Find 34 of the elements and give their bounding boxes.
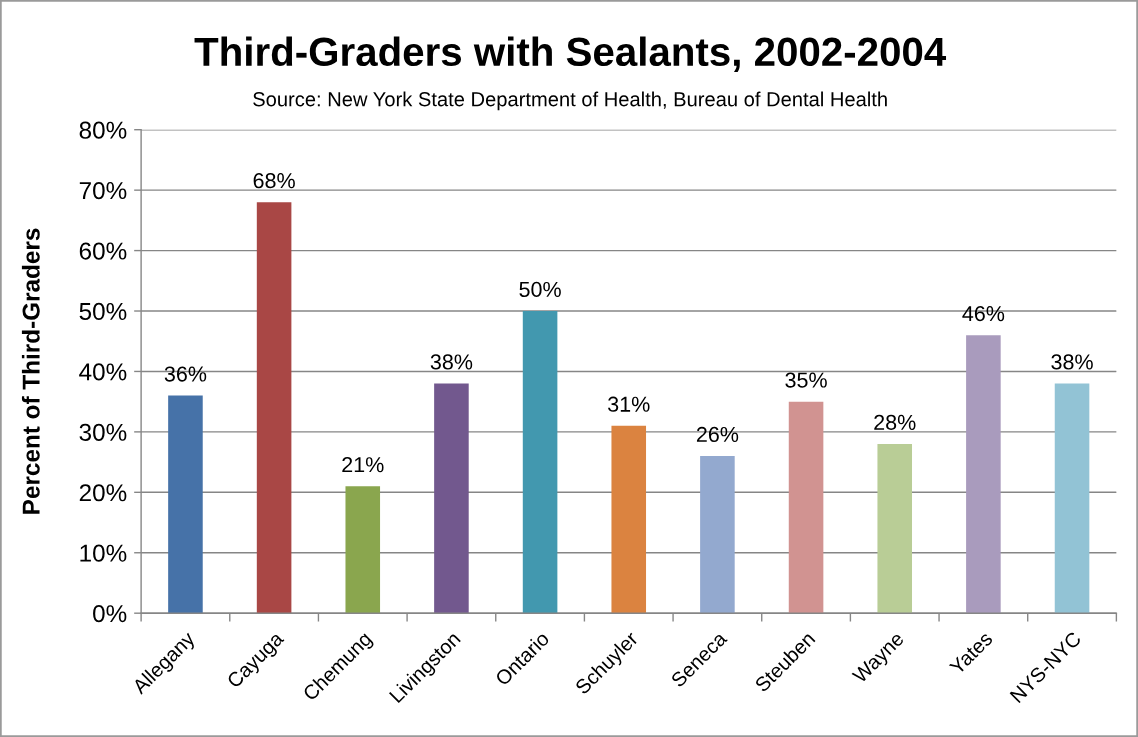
y-tick-label: 60% [79, 242, 127, 260]
y-tick-label: 80% [79, 121, 127, 139]
y-tick-label: 0% [93, 605, 127, 623]
data-label: 38% [1051, 354, 1093, 370]
data-label: 38% [430, 354, 473, 370]
y-tick-label: 40% [79, 363, 127, 381]
chart-subtitle: Source: New York State Department of Health, Bureau of Dental Health [253, 91, 887, 111]
data-label: 28% [874, 414, 916, 430]
bar [522, 311, 558, 614]
y-axis-title: Percent of Third-Graders [21, 228, 40, 514]
data-label: 31% [608, 396, 650, 412]
data-label: 46% [962, 305, 1005, 322]
y-tick-label: 20% [79, 484, 127, 502]
data-label: 36% [164, 366, 207, 382]
bar [168, 395, 203, 614]
bar [611, 425, 647, 614]
y-tick-label: 30% [79, 423, 127, 441]
bar [1054, 383, 1090, 614]
bar [877, 443, 913, 614]
data-label: 21% [342, 457, 384, 473]
bar [700, 456, 735, 614]
bar [434, 383, 469, 614]
bar [788, 401, 824, 614]
y-tick-label: 50% [79, 302, 127, 321]
data-label: 68% [253, 173, 295, 189]
data-label: 26% [696, 426, 739, 443]
data-label: 50% [519, 281, 561, 298]
y-tick-label: 10% [80, 544, 127, 562]
y-tick-label: 70% [79, 181, 127, 200]
bar [345, 486, 381, 614]
chart-title: Third-Graders with Sealants, 2002-2004 [194, 36, 947, 72]
data-label: 35% [785, 372, 827, 388]
bar [256, 202, 292, 614]
bar [966, 335, 1001, 614]
